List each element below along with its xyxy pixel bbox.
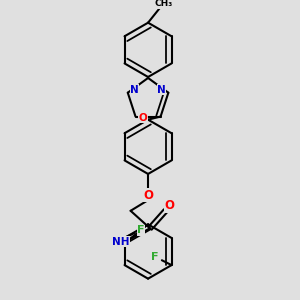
Text: O: O bbox=[143, 189, 153, 202]
Text: O: O bbox=[164, 200, 174, 212]
Text: N: N bbox=[157, 85, 166, 95]
Text: N: N bbox=[130, 85, 139, 95]
Text: CH₃: CH₃ bbox=[154, 0, 173, 8]
Text: NH: NH bbox=[112, 237, 130, 247]
Text: O: O bbox=[139, 112, 148, 122]
Text: F: F bbox=[137, 225, 145, 235]
Text: F: F bbox=[151, 252, 159, 262]
